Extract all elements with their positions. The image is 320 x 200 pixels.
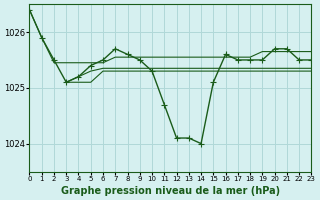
X-axis label: Graphe pression niveau de la mer (hPa): Graphe pression niveau de la mer (hPa): [61, 186, 280, 196]
